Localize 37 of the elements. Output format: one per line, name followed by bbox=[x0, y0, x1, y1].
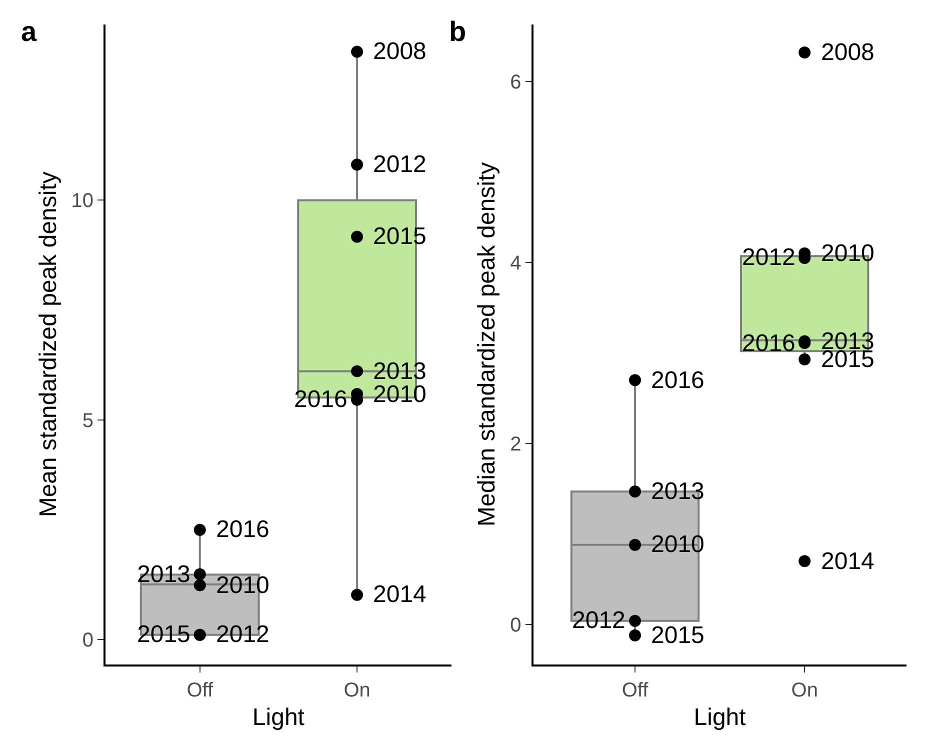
annotation: 2014 bbox=[821, 548, 874, 575]
y-tick-label: 10 bbox=[71, 190, 94, 212]
y-axis-title: Mean standardized peak density bbox=[34, 172, 62, 518]
annotation: 2015 bbox=[373, 223, 426, 250]
annotation: 2012 bbox=[572, 607, 626, 634]
annotation: 2010 bbox=[821, 240, 874, 267]
x-tick-label: On bbox=[791, 679, 818, 702]
x-tick-label: On bbox=[344, 679, 370, 702]
annotation: 2012 bbox=[216, 621, 270, 648]
annotation: 2010 bbox=[216, 572, 270, 599]
annotation: 2008 bbox=[821, 39, 874, 66]
x-tick-label: Off bbox=[622, 679, 649, 702]
y-tick-label: 2 bbox=[510, 433, 522, 456]
y-tick-label: 0 bbox=[82, 630, 94, 652]
y-tick-label: 4 bbox=[510, 252, 522, 274]
annotation: 2012 bbox=[742, 244, 796, 271]
x-axis-title: Light bbox=[252, 704, 305, 732]
annotation: 2014 bbox=[373, 581, 426, 608]
annotation: 2008 bbox=[373, 38, 426, 65]
y-tick-label: 6 bbox=[510, 71, 522, 94]
annotation: 2016 bbox=[294, 386, 348, 413]
x-tick-label: Off bbox=[186, 679, 214, 702]
y-tick-label: 5 bbox=[82, 410, 94, 432]
annotation: 2016 bbox=[216, 516, 270, 543]
chart-title: b bbox=[449, 16, 466, 47]
chart-title: a bbox=[21, 16, 37, 47]
annotation: 2013 bbox=[651, 478, 704, 505]
x-axis-title: Light bbox=[694, 704, 746, 732]
annotation: 2012 bbox=[373, 151, 426, 178]
y-axis-title: Median standardized peak density bbox=[474, 162, 501, 527]
annotation: 2010 bbox=[651, 531, 704, 558]
y-tick-label: 0 bbox=[510, 614, 522, 636]
annotation: 2013 bbox=[137, 561, 190, 588]
annotation: 2016 bbox=[651, 367, 704, 394]
annotation: 2015 bbox=[651, 622, 704, 649]
annotation: 2015 bbox=[137, 621, 190, 648]
annotation: 2016 bbox=[742, 330, 796, 357]
